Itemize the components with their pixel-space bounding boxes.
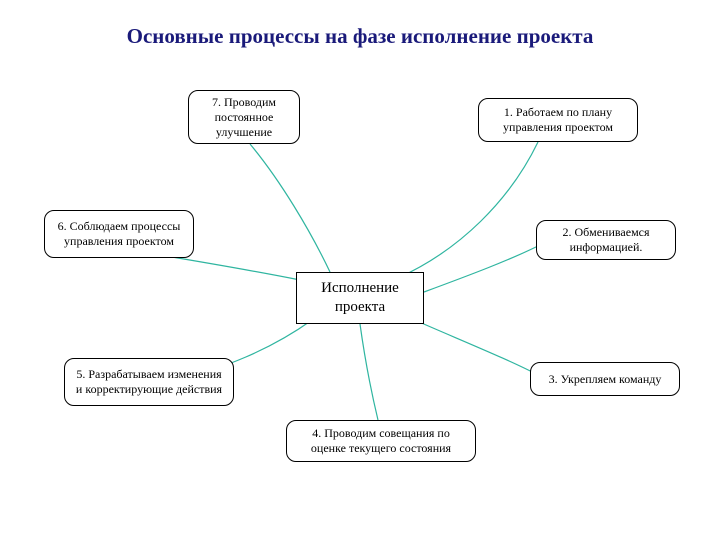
node-n7: 7. Проводим постоянное улучшение xyxy=(188,90,300,144)
node-label: 2. Обмениваемся информацией. xyxy=(547,225,665,255)
edge-n1 xyxy=(398,142,538,278)
edge-n7 xyxy=(250,144,330,272)
node-label: 6. Соблюдаем процессы управления проекто… xyxy=(55,219,183,249)
node-n6: 6. Соблюдаем процессы управления проекто… xyxy=(44,210,194,258)
node-label: 5. Разрабатываем изменения и корректирую… xyxy=(75,367,223,397)
node-n2: 2. Обмениваемся информацией. xyxy=(536,220,676,260)
node-n3: 3. Укрепляем команду xyxy=(530,362,680,396)
node-label: 1. Работаем по плану управления проектом xyxy=(489,105,627,135)
edge-n3 xyxy=(410,318,540,376)
node-label: 3. Укрепляем команду xyxy=(549,372,662,387)
node-label: Исполнение проекта xyxy=(321,279,399,317)
edge-n2 xyxy=(424,245,540,292)
node-n4: 4. Проводим совещания по оценке текущего… xyxy=(286,420,476,462)
diagram-title: Основные процессы на фазе исполнение про… xyxy=(0,24,720,49)
edge-n4 xyxy=(360,324,378,420)
node-n1: 1. Работаем по плану управления проектом xyxy=(478,98,638,142)
node-center: Исполнение проекта xyxy=(296,272,424,324)
edge-n6 xyxy=(160,255,300,280)
node-n5: 5. Разрабатываем изменения и корректирую… xyxy=(64,358,234,406)
node-label: 4. Проводим совещания по оценке текущего… xyxy=(297,426,465,456)
node-label: 7. Проводим постоянное улучшение xyxy=(199,95,289,140)
